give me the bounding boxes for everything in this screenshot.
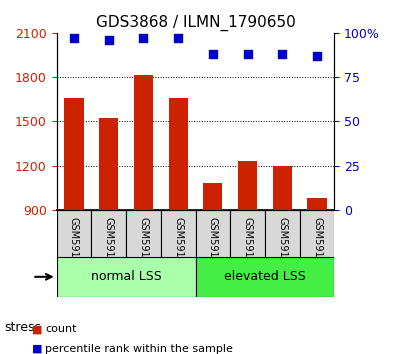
FancyBboxPatch shape (196, 210, 230, 257)
Point (314, 53, 320, 58)
FancyBboxPatch shape (265, 210, 300, 257)
Text: GSM591788: GSM591788 (312, 217, 322, 276)
Text: GSM591783: GSM591783 (138, 217, 149, 276)
Bar (64, 98, 83, 210)
Bar (307, 198, 327, 210)
Bar (99, 118, 118, 210)
Point (279, 51, 286, 57)
Title: GDS3868 / ILMN_1790650: GDS3868 / ILMN_1790650 (96, 15, 295, 31)
Text: ■: ■ (32, 324, 42, 334)
Point (245, 51, 251, 57)
FancyBboxPatch shape (56, 210, 91, 257)
Text: GSM591787: GSM591787 (277, 217, 287, 276)
Text: GSM591782: GSM591782 (103, 217, 114, 276)
FancyBboxPatch shape (230, 210, 265, 257)
Text: count: count (45, 324, 77, 334)
Text: GSM591784: GSM591784 (173, 217, 183, 276)
Point (71, 35, 77, 41)
Bar (203, 183, 222, 210)
FancyBboxPatch shape (56, 257, 196, 297)
Text: ■: ■ (32, 344, 42, 354)
FancyBboxPatch shape (161, 210, 196, 257)
Bar (273, 166, 292, 210)
FancyBboxPatch shape (126, 210, 161, 257)
Point (175, 35, 181, 41)
Text: stress: stress (4, 321, 41, 334)
Bar (169, 98, 188, 210)
Point (140, 35, 147, 41)
Point (210, 51, 216, 57)
Text: elevated LSS: elevated LSS (224, 270, 306, 283)
Bar (134, 75, 153, 210)
Text: normal LSS: normal LSS (91, 270, 162, 283)
Text: GSM591786: GSM591786 (243, 217, 252, 276)
FancyBboxPatch shape (300, 210, 335, 257)
FancyBboxPatch shape (91, 210, 126, 257)
Text: percentile rank within the sample: percentile rank within the sample (45, 344, 233, 354)
Bar (238, 161, 257, 210)
FancyBboxPatch shape (196, 257, 335, 297)
Point (105, 37, 112, 42)
Text: GSM591781: GSM591781 (69, 217, 79, 276)
Text: GSM591785: GSM591785 (208, 217, 218, 276)
